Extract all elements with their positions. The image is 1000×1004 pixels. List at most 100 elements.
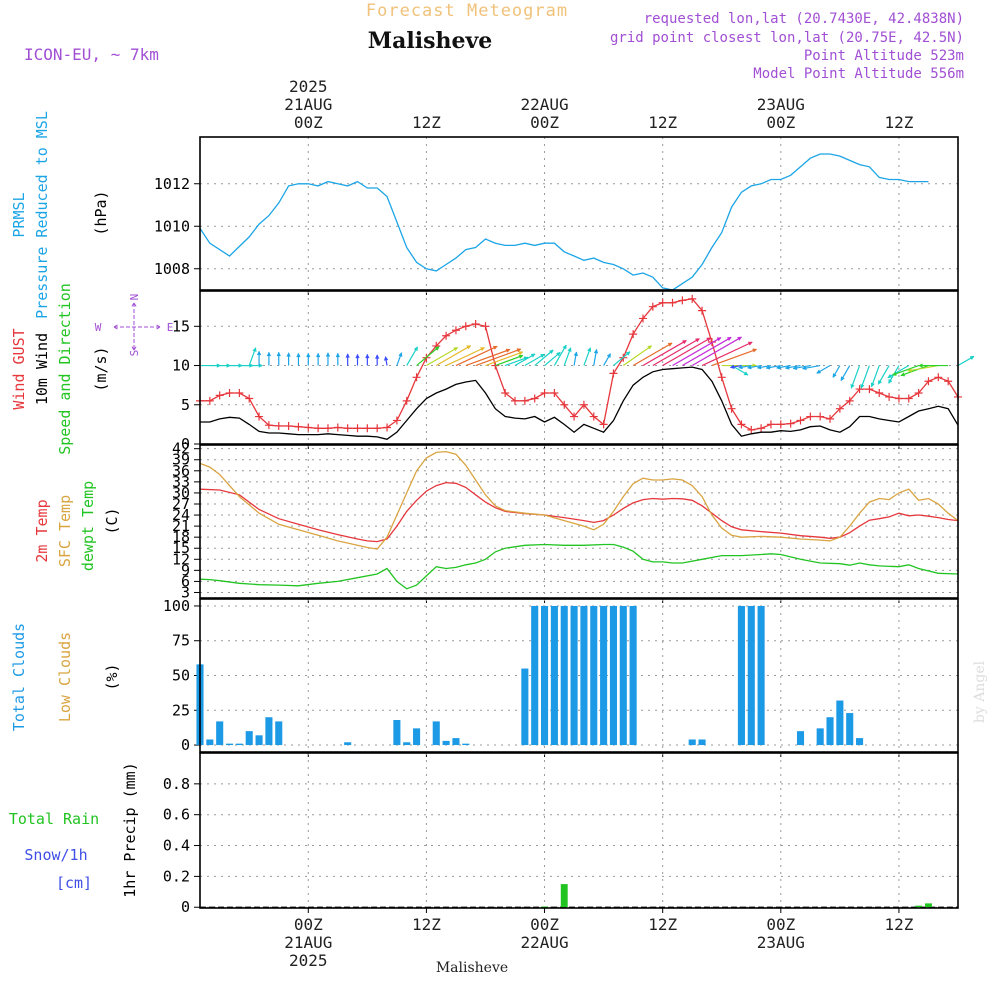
gust-marker bbox=[304, 423, 313, 432]
total-cloud-bar bbox=[816, 728, 824, 746]
gust-marker bbox=[245, 394, 254, 403]
series-line-wind-gust bbox=[200, 298, 959, 431]
snow-label: Snow/1h bbox=[24, 846, 87, 864]
total-cloud-bar bbox=[216, 721, 224, 746]
total-cloud-bar bbox=[521, 668, 529, 746]
wind-panel-labels: Wind GUST 10m Wind Speed and Direction (… bbox=[10, 283, 173, 455]
gust-marker bbox=[511, 396, 520, 405]
wind-arrow bbox=[426, 346, 459, 367]
wind-arrowhead bbox=[306, 352, 311, 358]
gust-marker bbox=[924, 377, 933, 386]
bottom-time-label: 21AUG bbox=[284, 933, 332, 952]
gust-marker bbox=[323, 424, 332, 433]
gust-marker bbox=[471, 319, 480, 328]
y-tick-label: 30 bbox=[172, 484, 190, 502]
total-cloud-bar bbox=[609, 605, 617, 746]
clouds-unit: (%) bbox=[103, 663, 121, 690]
low-clouds-label: Low Clouds bbox=[56, 632, 74, 722]
y-tick-label: 3 bbox=[181, 583, 190, 601]
panel-frame bbox=[199, 444, 959, 599]
bottom-time-label: 22AUG bbox=[520, 933, 568, 952]
wind-arrow bbox=[495, 354, 524, 367]
clouds-panel-labels: Total Clouds Low Clouds (%) bbox=[10, 623, 121, 731]
point-altitude: Point Altitude 523m bbox=[804, 48, 964, 64]
wind-arrow bbox=[701, 341, 753, 367]
wind-arrowhead bbox=[480, 347, 486, 352]
wind-arrow bbox=[465, 348, 511, 367]
y-tick-label: 1008 bbox=[154, 260, 190, 278]
gust-marker bbox=[638, 314, 647, 323]
wind-arrowhead bbox=[792, 365, 798, 371]
wind-arrowhead bbox=[729, 364, 735, 370]
bottom-time-label: 12Z bbox=[412, 915, 441, 934]
total-cloud-bar bbox=[462, 743, 470, 746]
top-time-label: 2025 bbox=[289, 77, 328, 96]
panels: 1008101010120510153691215182124273033363… bbox=[154, 136, 975, 916]
gust-marker bbox=[727, 404, 736, 413]
wind-arrowhead bbox=[695, 338, 700, 343]
bottom-time-label: 12Z bbox=[884, 915, 913, 934]
series-line-sfc-temp bbox=[199, 450, 959, 550]
y-tick-label: 6 bbox=[181, 572, 190, 590]
temp-panel-labels: 2m Temp SFC Temp dewpt Temp (C) bbox=[33, 481, 121, 571]
wind-arrowhead bbox=[801, 365, 807, 371]
wind-arrowhead bbox=[716, 337, 722, 342]
y-tick-label: 10 bbox=[172, 357, 190, 375]
wind-arrow bbox=[553, 344, 567, 366]
wind-arrowhead bbox=[840, 376, 845, 382]
gust-marker bbox=[560, 400, 569, 409]
y-tick-label: 0 bbox=[181, 736, 190, 754]
y-tick-label: 0.2 bbox=[163, 867, 190, 885]
wind-arrow bbox=[691, 336, 742, 367]
wind-arrowhead bbox=[667, 342, 673, 347]
y-tick-label: 36 bbox=[172, 462, 190, 480]
gust-marker bbox=[766, 420, 775, 429]
gust-marker bbox=[481, 322, 490, 331]
wind-arrow bbox=[416, 346, 440, 366]
location-title: Malisheve bbox=[368, 28, 492, 54]
series-line-dewpt-temp bbox=[199, 543, 959, 590]
wind-arrowhead bbox=[518, 351, 524, 356]
pressure-label-prmsl: PRMSL bbox=[10, 192, 28, 237]
gust-marker bbox=[757, 424, 766, 433]
total-cloud-bar bbox=[531, 605, 539, 746]
wind-arrowhead bbox=[969, 356, 975, 361]
gust-marker bbox=[215, 391, 224, 400]
wind-arrowhead bbox=[530, 353, 536, 358]
y-tick-label: 9 bbox=[181, 561, 190, 579]
total-cloud-bar bbox=[600, 605, 608, 746]
top-time-label: 22AUG bbox=[520, 95, 568, 114]
wind-unit: (m/s) bbox=[92, 346, 110, 391]
wind-arrow bbox=[672, 337, 722, 367]
wind-arrow bbox=[900, 364, 929, 377]
total-cloud-bar bbox=[432, 721, 440, 746]
wind-arrowhead bbox=[784, 365, 790, 370]
panel-4: 0 0.2 0.4 0.6 0.8 bbox=[163, 752, 959, 916]
temp-2m-label: 2m Temp bbox=[33, 499, 51, 562]
gust-marker bbox=[875, 389, 884, 397]
total-cloud-bar bbox=[403, 742, 411, 746]
wind-arrowhead bbox=[776, 365, 781, 370]
total-cloud-bar bbox=[560, 605, 568, 746]
wind-arrowhead bbox=[891, 371, 897, 376]
gust-marker bbox=[826, 414, 835, 423]
wind-arrowhead bbox=[505, 348, 511, 353]
gust-marker bbox=[786, 419, 795, 428]
pressure-label-long: Pressure Reduced to MSL bbox=[33, 111, 51, 319]
wind-arrowhead bbox=[593, 348, 599, 354]
panel-frame bbox=[199, 290, 959, 445]
total-rain-label: Total Rain bbox=[9, 810, 99, 828]
series-line-2m-temp bbox=[199, 481, 959, 543]
wind-10m-label: 10m Wind bbox=[33, 333, 51, 405]
gust-marker bbox=[442, 331, 451, 340]
total-cloud-bar bbox=[413, 728, 421, 746]
pressure-unit: (hPa) bbox=[92, 190, 110, 235]
gust-marker bbox=[668, 298, 677, 307]
y-tick-label: 24 bbox=[172, 506, 190, 524]
total-cloud-bar bbox=[245, 731, 253, 746]
wind-arrow bbox=[534, 349, 554, 366]
top-time-label: 00Z bbox=[294, 113, 323, 132]
wind-arrowhead bbox=[365, 353, 370, 359]
